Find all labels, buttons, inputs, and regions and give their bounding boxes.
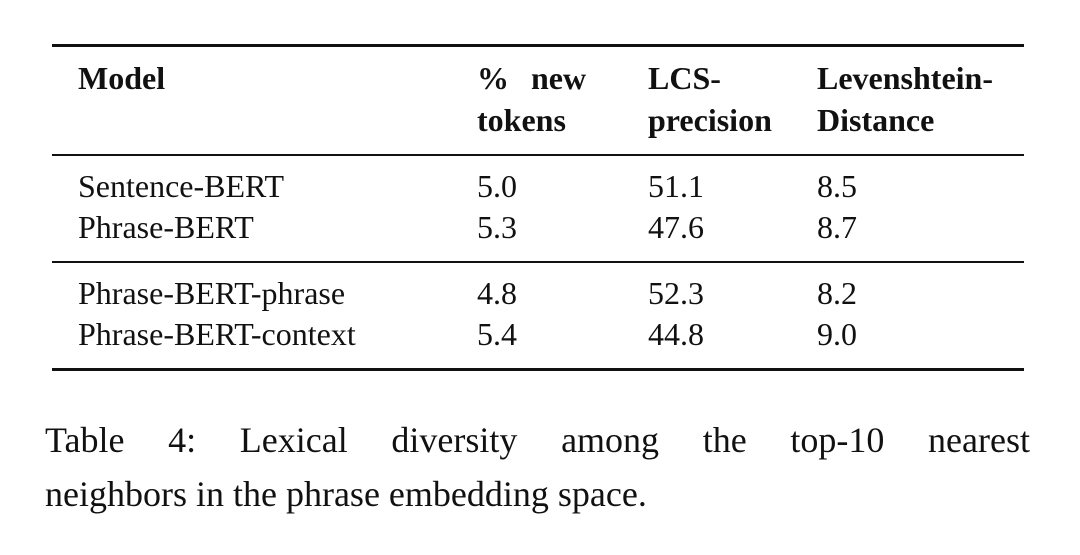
header-cell: tokens — [477, 102, 566, 138]
header-cell: Distance — [817, 102, 935, 138]
value-cell: 8.7 — [817, 209, 857, 245]
model-name: Phrase-BERT — [78, 209, 254, 245]
value-cell: 5.3 — [477, 209, 517, 245]
value-cell: 8.2 — [817, 275, 857, 311]
value-cell: 4.8 — [477, 275, 517, 311]
mid-rule — [52, 154, 1024, 156]
header-cell: % new — [477, 60, 587, 96]
value-cell: 8.5 — [817, 168, 857, 204]
caption-line: Table 4: Lexical diversity among the top… — [45, 420, 1030, 460]
group-rule — [52, 261, 1024, 263]
header-cell: Model — [78, 60, 166, 96]
top-rule — [52, 44, 1024, 47]
model-name: Sentence-BERT — [78, 168, 285, 204]
header-cell: Levenshtein- — [817, 60, 993, 96]
value-cell: 44.8 — [648, 316, 704, 352]
header-cell: precision — [648, 102, 772, 138]
caption-line: neighbors in the phrase embedding space. — [45, 474, 647, 514]
value-cell: 5.4 — [477, 316, 517, 352]
model-name: Phrase-BERT-context — [78, 316, 356, 352]
value-cell: 47.6 — [648, 209, 704, 245]
bottom-rule — [52, 368, 1024, 371]
value-cell: 9.0 — [817, 316, 857, 352]
value-cell: 52.3 — [648, 275, 704, 311]
value-cell: 51.1 — [648, 168, 704, 204]
header-cell: LCS- — [648, 60, 721, 96]
model-name: Phrase-BERT-phrase — [78, 275, 346, 311]
value-cell: 5.0 — [477, 168, 517, 204]
